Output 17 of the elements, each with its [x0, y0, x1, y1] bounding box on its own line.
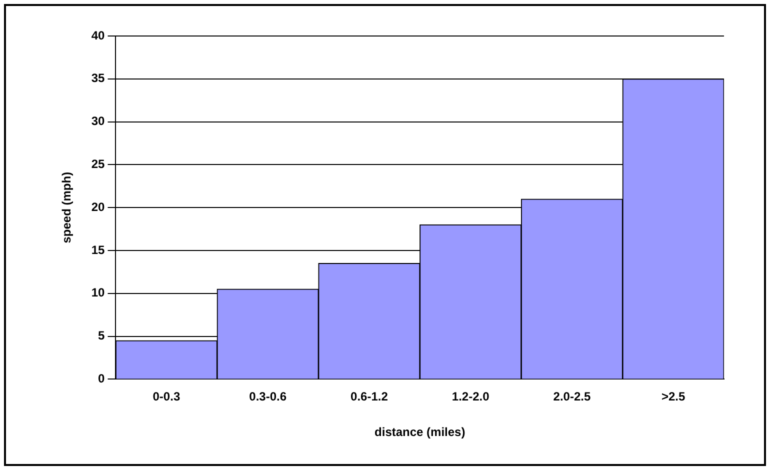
y-tick-label: 0: [98, 372, 106, 386]
x-axis-title: distance (miles): [374, 425, 466, 440]
y-tick-label: 25: [91, 157, 106, 172]
y-tick-label: 35: [91, 71, 106, 86]
y-tick-label: 30: [91, 114, 106, 128]
x-tick-label: 0.3-0.6: [249, 390, 287, 404]
x-tick-label: 0.6-1.2: [350, 390, 388, 404]
x-tick-label: >2.5: [661, 390, 686, 404]
x-tick-label: 2.0-2.5: [553, 390, 591, 404]
y-tick-label: 5: [98, 328, 106, 343]
y-tick-label: 10: [91, 286, 106, 300]
x-tick-label: 1.2-2.0: [452, 390, 490, 404]
y-tick-label: 15: [91, 242, 106, 257]
y-tick-label: 40: [91, 28, 106, 42]
y-axis-title: speed (mph): [60, 172, 74, 244]
y-tick-label: 20: [91, 200, 106, 214]
x-tick-label: 0-0.3: [152, 390, 180, 404]
